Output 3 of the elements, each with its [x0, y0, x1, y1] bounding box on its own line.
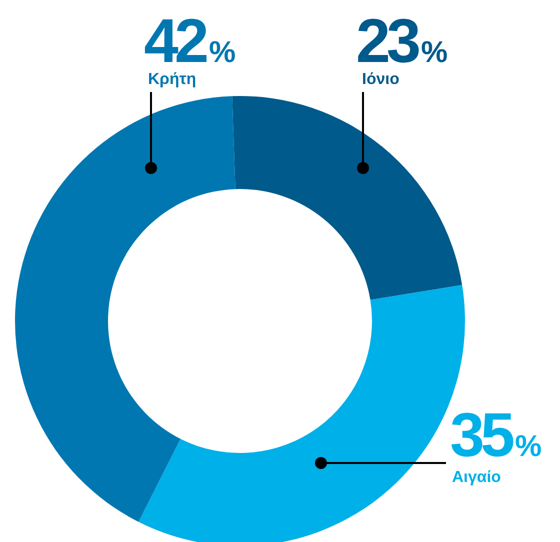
- data-label: 35%: [450, 401, 542, 470]
- slice-label: Αιγαίο: [452, 469, 502, 486]
- slice-label: Ιόνιο: [362, 71, 400, 88]
